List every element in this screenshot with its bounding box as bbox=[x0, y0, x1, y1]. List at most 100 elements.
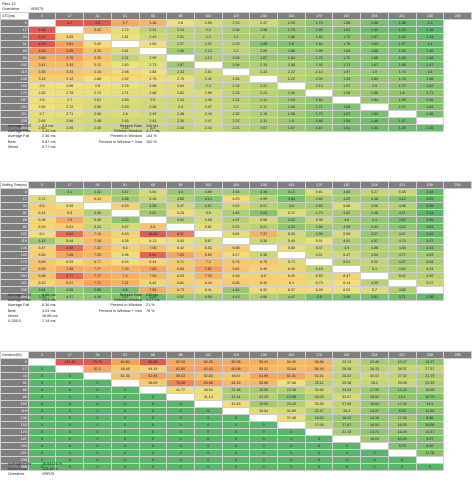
table-cell: 1.84 bbox=[304, 96, 334, 104]
row-header: 187 bbox=[0, 96, 29, 104]
table-cell: 4.75 bbox=[387, 237, 417, 245]
table-cell: 56.88 bbox=[304, 358, 334, 366]
table-cell: 4.1 bbox=[55, 188, 85, 196]
table-cell: 2.04 bbox=[304, 75, 334, 83]
table-cell: 6.46 bbox=[221, 272, 251, 280]
table-cell: 1.9 bbox=[277, 117, 306, 125]
column-header: 68 bbox=[138, 181, 168, 189]
table-cell: 5.85 bbox=[277, 244, 306, 252]
table-cell: 1.97 bbox=[332, 82, 362, 90]
table-cell: 0 bbox=[249, 463, 279, 471]
table-cell: 4.88 bbox=[387, 286, 417, 294]
table-cell: 0 bbox=[360, 456, 389, 464]
table-cell: 2.47 bbox=[193, 103, 223, 111]
table-cell: 2.15 bbox=[249, 110, 279, 118]
column-header: 0 bbox=[27, 12, 57, 20]
table-cell: 6.47 bbox=[332, 272, 362, 280]
column-header: 34 bbox=[83, 12, 112, 20]
table-cell: 0 bbox=[27, 428, 57, 436]
table-cell: 2.53 bbox=[110, 103, 140, 111]
table-corner-label: GTG(ms) bbox=[0, 12, 29, 20]
table-cell: 6.49 bbox=[249, 279, 279, 287]
table-cell: 2.64 bbox=[166, 82, 195, 90]
table-cell: 1.4 bbox=[415, 40, 445, 48]
diagonal-cell bbox=[221, 237, 251, 245]
table-cell: 5.27 bbox=[360, 188, 389, 196]
table-cell: 4.85 bbox=[166, 195, 195, 203]
table-cell: 0 bbox=[55, 372, 85, 380]
table-cell: 3.42 bbox=[415, 230, 445, 238]
table-cell: 5.37 bbox=[304, 244, 334, 252]
table-cell: 1.86 bbox=[277, 47, 306, 55]
stat-value: 2.3 ms bbox=[42, 124, 54, 128]
table-row: 119 3.36 3.34 3.16 2.98 2.88 2.33 2.51 2.33 2.22 2… bbox=[0, 68, 472, 76]
table-cell: 1.48 bbox=[360, 117, 389, 125]
diagonal-cell bbox=[27, 358, 57, 366]
table-cell: 23.25 bbox=[249, 393, 279, 401]
table-cell: 2.13 bbox=[193, 47, 223, 55]
table-cell: 3.41 bbox=[27, 61, 57, 69]
table-cell: 0 bbox=[221, 414, 251, 422]
table-cell: 0 bbox=[138, 407, 168, 415]
table-cell: 2.62 bbox=[166, 89, 195, 97]
table-row: 187 0 0 0 0 0 0 0 0 0 0 0 18.03 10.39 9.27 bbox=[0, 435, 472, 443]
table-cell: 0 bbox=[332, 463, 362, 471]
table-row: 187 2.8 2.7 2.61 2.59 2.5 2.44 2.46 2.24 2.11 1.94… bbox=[0, 96, 472, 104]
table-cell: 1.73 bbox=[387, 82, 417, 90]
table-cell: 0 bbox=[138, 449, 168, 457]
table-cell: 6.43 bbox=[27, 279, 57, 287]
diagonal-cell bbox=[415, 456, 445, 464]
table-cell: 0 bbox=[277, 435, 306, 443]
table-row: 34 5.25 3.05 2.81 2.49 2.31 2.2 2.1 2 1.86 1.83 1.7… bbox=[0, 33, 472, 41]
table-cell: 0 bbox=[193, 428, 223, 436]
column-header: 34 bbox=[83, 351, 112, 359]
table-cell: 3.82 bbox=[387, 216, 417, 224]
table-cell: 28.37 bbox=[387, 365, 417, 373]
table-cell: 7.4 bbox=[110, 272, 140, 280]
diagonal-cell bbox=[110, 379, 140, 387]
table-cell: 7.37 bbox=[249, 230, 279, 238]
table-cell: 1.93 bbox=[332, 75, 362, 83]
table-cell: 19.03 bbox=[249, 400, 279, 408]
table-cell: 0 bbox=[221, 442, 251, 450]
table-cell: 4.43 bbox=[360, 223, 389, 231]
table-cell: 0 bbox=[193, 407, 223, 415]
table-cell: 2.32 bbox=[221, 110, 251, 118]
table-cell: 4.43 bbox=[27, 237, 57, 245]
table-cell: 5.96 bbox=[110, 251, 140, 259]
table-cell: 17.67 bbox=[332, 421, 362, 429]
stat-value: 5.66 ms bbox=[42, 293, 56, 297]
row-header: 119 bbox=[0, 407, 29, 415]
table-cell: 4.99 bbox=[249, 195, 279, 203]
table-cell: 51.36 bbox=[110, 372, 140, 380]
table-cell: 10.56 bbox=[415, 421, 445, 429]
table-cell: 3.16 bbox=[83, 68, 112, 76]
table-cell: 2.98 bbox=[110, 68, 140, 76]
table-cell: 2.83 bbox=[138, 40, 168, 48]
table-cell: 2.22 bbox=[221, 117, 251, 125]
stat-value: 144 % bbox=[146, 134, 157, 139]
table-cell: 1.69 bbox=[387, 96, 417, 104]
diagonal-cell bbox=[304, 89, 334, 97]
table-cell: 12.98 bbox=[277, 393, 306, 401]
table-cell: 7.65 bbox=[55, 251, 85, 259]
table-cell: 0 bbox=[110, 393, 140, 401]
stat-label: Average Fall bbox=[8, 134, 30, 139]
table-cell: 2.83 bbox=[110, 61, 140, 69]
table-cell: 0 bbox=[249, 435, 279, 443]
table-cell: 33.35 bbox=[304, 400, 334, 408]
table-cell: 28.06 bbox=[332, 365, 362, 373]
table-cell: 7.63 bbox=[166, 251, 195, 259]
table-cell: 8.37 bbox=[166, 230, 195, 238]
table-cell: 2.59 bbox=[193, 89, 223, 97]
table-cell: 3.38 bbox=[415, 293, 445, 301]
column-header: 17 bbox=[55, 12, 85, 20]
table-corner-label: Settling Time(ms) bbox=[0, 181, 29, 189]
table-cell: 2.24 bbox=[166, 26, 195, 34]
table-cell: 0 bbox=[110, 428, 140, 436]
table-row: 153 0 0 0 0 0 0 0 0 0 27.06 17.67 16.53 18.25 10.56 bbox=[0, 421, 472, 429]
table-cell: 0 bbox=[304, 456, 334, 464]
diagonal-cell bbox=[249, 244, 279, 252]
table-cell: 4.58 bbox=[304, 223, 334, 231]
table-cell: 1.54 bbox=[332, 117, 362, 125]
